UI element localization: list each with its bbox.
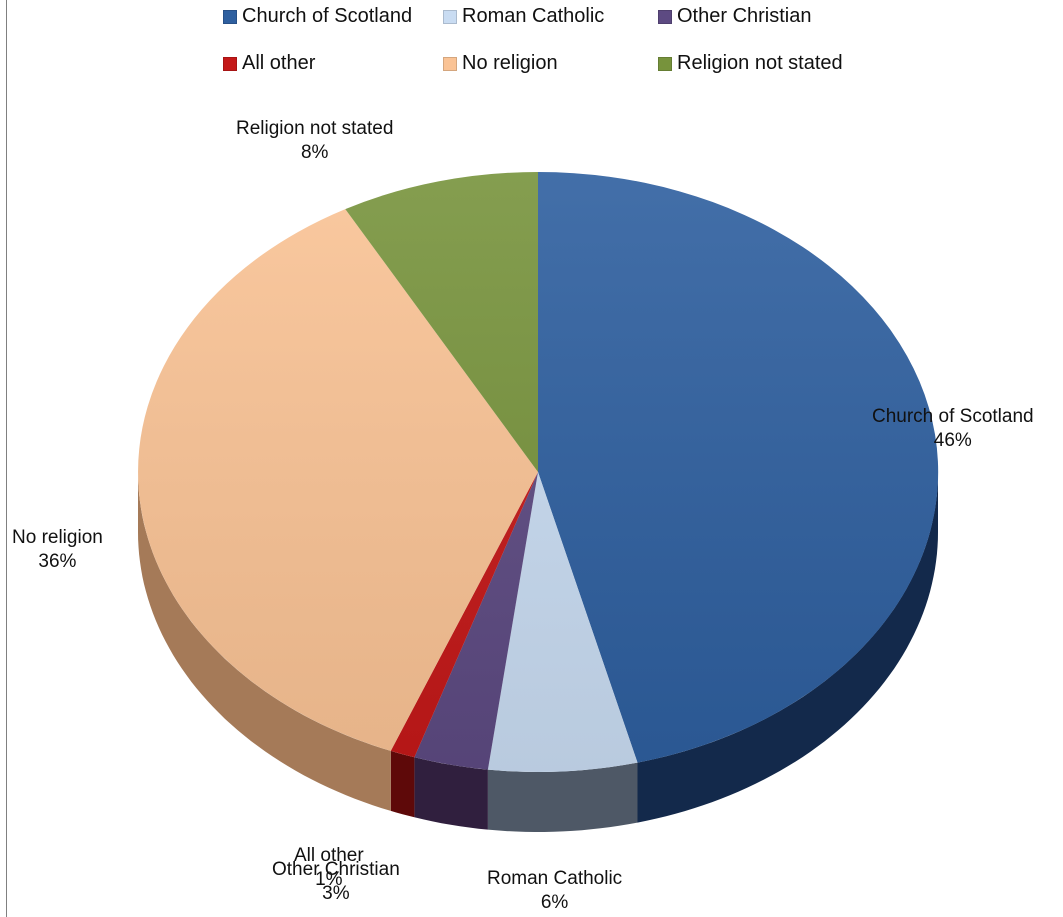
legend-label: No religion	[462, 52, 558, 74]
pie-side-other-christian	[414, 757, 488, 830]
legend-label: All other	[242, 52, 316, 74]
legend-label: Church of Scotland	[242, 5, 413, 27]
data-label-all-other: All other 1%	[294, 844, 364, 892]
legend-item-religion-not-stated: Religion not stated	[658, 52, 843, 75]
data-label-category: All other	[294, 845, 364, 866]
legend-item-church-of-scotland: Church of Scotland	[223, 5, 412, 28]
legend-label: Roman Catholic	[462, 5, 605, 27]
legend-swatch	[223, 9, 237, 24]
legend-swatch	[443, 9, 457, 24]
legend-label: Religion not stated	[677, 52, 843, 74]
data-label-category: No religion	[12, 527, 103, 548]
data-label-church-of-scotland: Church of Scotland 46%	[872, 405, 1034, 453]
data-label-category: Religion not stated	[236, 118, 394, 139]
data-label-category: Roman Catholic	[487, 868, 623, 889]
data-label-value: 8%	[300, 142, 329, 163]
data-label-value: 3%	[322, 883, 350, 904]
data-label-roman-catholic: Roman Catholic 6%	[487, 867, 622, 915]
legend-swatch	[658, 56, 672, 71]
data-label-other-christian: Other Christian 3%	[272, 858, 400, 906]
legend-item-other-christian: Other Christian	[658, 5, 812, 28]
legend-item-no-religion: No religion	[443, 52, 558, 75]
data-label-value: 1%	[315, 869, 343, 890]
pie-side-all-other	[390, 750, 415, 818]
pie-sheen	[138, 172, 938, 772]
legend-label: Other Christian	[677, 5, 812, 27]
data-label-category: Church of Scotland	[872, 406, 1034, 427]
data-label-no-religion: No religion 36%	[12, 526, 103, 574]
pie-side-roman-catholic	[487, 762, 638, 832]
legend-swatch	[658, 9, 672, 24]
pie-side-church-of-scotland	[637, 472, 938, 823]
pie-side-no-religion	[138, 472, 391, 811]
legend: Church of Scotland Roman Catholic Other …	[0, 0, 1063, 90]
legend-item-all-other: All other	[223, 52, 315, 75]
legend-swatch	[223, 56, 237, 71]
data-label-category: Other Christian	[272, 859, 400, 880]
legend-item-roman-catholic: Roman Catholic	[443, 5, 604, 28]
data-label-religion-not-stated: Religion not stated 8%	[236, 117, 393, 165]
legend-swatch	[443, 56, 457, 71]
data-label-value: 46%	[933, 430, 972, 451]
chart-border	[6, 0, 7, 917]
data-label-value: 36%	[38, 551, 77, 572]
data-label-value: 6%	[540, 892, 569, 913]
